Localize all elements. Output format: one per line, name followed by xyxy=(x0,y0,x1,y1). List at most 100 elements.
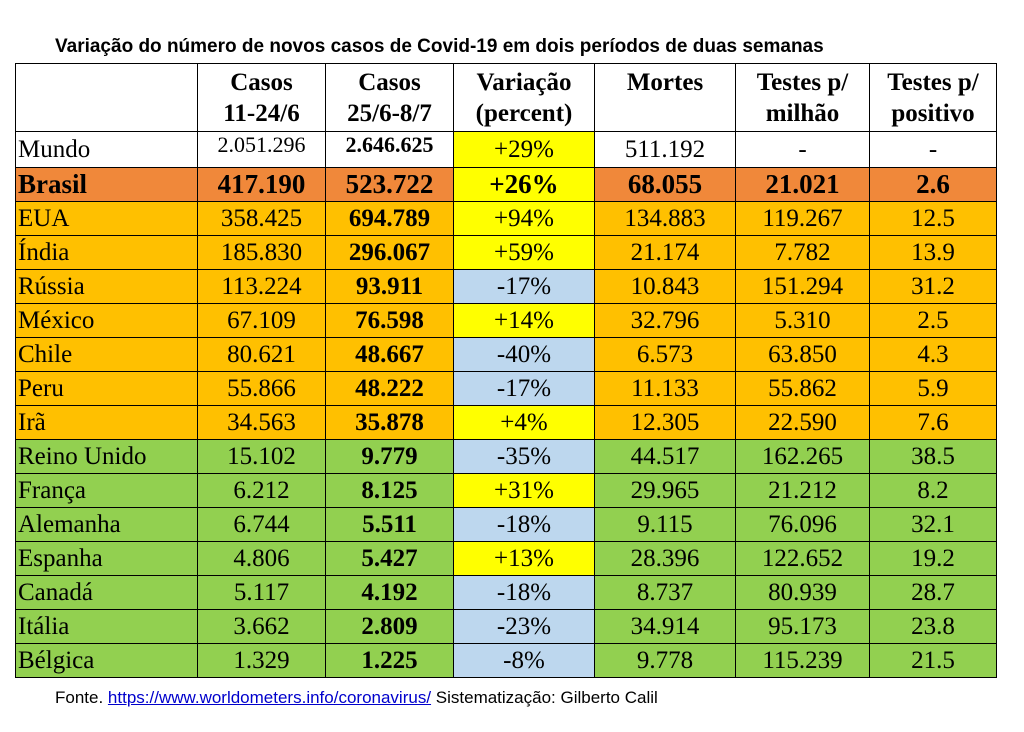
cell-tests-per-million: 162.265 xyxy=(735,439,870,474)
cell-tests-per-positive: 28.7 xyxy=(869,575,997,610)
cell-deaths: 134.883 xyxy=(594,201,736,236)
cell-tests-per-positive: 4.3 xyxy=(869,337,997,372)
cell-variation: -17% xyxy=(453,371,595,406)
table-row: EUA 358.425 694.789 +94% 134.883 119.267 12.5 xyxy=(15,201,997,236)
cell-variation: +26% xyxy=(453,167,595,202)
cell-tests-per-million: 115.239 xyxy=(735,643,870,678)
cell-deaths: 12.305 xyxy=(594,405,736,440)
table-row: México 67.109 76.598 +14% 32.796 5.310 2.5 xyxy=(15,303,997,338)
cell-cases-period-2: 4.192 xyxy=(325,575,454,610)
cell-cases-period-2: 5.511 xyxy=(325,507,454,542)
cell-deaths: 11.133 xyxy=(594,371,736,406)
table-row: Peru 55.866 48.222 -17% 11.133 55.862 5.9 xyxy=(15,371,997,406)
table-row: Itália 3.662 2.809 -23% 34.914 95.173 23.8 xyxy=(15,609,997,644)
table-title: Variação do número de novos casos de Cov… xyxy=(55,36,824,57)
cell-country: Brasil xyxy=(15,167,198,202)
header-deaths: Mortes xyxy=(594,63,736,132)
cell-tests-per-million: 76.096 xyxy=(735,507,870,542)
cell-tests-per-positive: 13.9 xyxy=(869,235,997,270)
cell-cases-period-1: 5.117 xyxy=(197,575,326,610)
table-row: Bélgica 1.329 1.225 -8% 9.778 115.239 21.5 xyxy=(15,643,997,678)
cell-cases-period-2: 8.125 xyxy=(325,473,454,508)
covid-table: Casos 11-24/6 Casos 25/6-8/7 Variação (perc… xyxy=(15,63,997,678)
cell-variation: -18% xyxy=(453,575,595,610)
cell-variation: -35% xyxy=(453,439,595,474)
cell-country: Chile xyxy=(15,337,198,372)
cell-tests-per-positive: 2.5 xyxy=(869,303,997,338)
cell-country: Peru xyxy=(15,371,198,406)
cell-deaths: 9.115 xyxy=(594,507,736,542)
cell-cases-period-1: 3.662 xyxy=(197,609,326,644)
cell-country: Índia xyxy=(15,235,198,270)
cell-cases-period-2: 694.789 xyxy=(325,201,454,236)
cell-country: Bélgica xyxy=(15,643,198,678)
table-row: Irã 34.563 35.878 +4% 12.305 22.590 7.6 xyxy=(15,405,997,440)
table-row: Rússia 113.224 93.911 -17% 10.843 151.294 31.2 xyxy=(15,269,997,304)
cell-deaths: 21.174 xyxy=(594,235,736,270)
source-prefix: Fonte. xyxy=(55,688,108,707)
cell-tests-per-positive: 12.5 xyxy=(869,201,997,236)
cell-deaths: 29.965 xyxy=(594,473,736,508)
header-row: Casos 11-24/6 Casos 25/6-8/7 Variação (perc… xyxy=(15,63,997,132)
cell-cases-period-1: 15.102 xyxy=(197,439,326,474)
cell-tests-per-million: 22.590 xyxy=(735,405,870,440)
cell-cases-period-2: 5.427 xyxy=(325,541,454,576)
source-link[interactable]: https://www.worldometers.info/coronaviru… xyxy=(107,688,432,707)
header-cases-period-1: Casos 11-24/6 xyxy=(197,63,326,132)
cell-tests-per-million: 95.173 xyxy=(735,609,870,644)
cell-cases-period-1: 185.830 xyxy=(197,235,326,270)
cell-variation: +29% xyxy=(453,131,595,168)
cell-variation: +31% xyxy=(453,473,595,508)
header-tests-per-positive: Testes p/positivo xyxy=(869,63,997,132)
cell-tests-per-positive: 21.5 xyxy=(869,643,997,678)
cell-tests-per-million: 63.850 xyxy=(735,337,870,372)
cell-tests-per-million: - xyxy=(735,131,870,168)
cell-cases-period-2: 2.809 xyxy=(325,609,454,644)
cell-tests-per-million: 21.021 xyxy=(735,167,870,202)
table-row: Mundo 2.051.296 2.646.625 +29% 511.192- - xyxy=(15,131,997,168)
cell-deaths: 28.396 xyxy=(594,541,736,576)
cell-cases-period-2: 35.878 xyxy=(325,405,454,440)
cell-cases-period-1: 113.224 xyxy=(197,269,326,304)
cell-cases-period-1: 417.190 xyxy=(197,167,326,202)
cell-tests-per-positive: 38.5 xyxy=(869,439,997,474)
cell-tests-per-million: 55.862 xyxy=(735,371,870,406)
cell-deaths: 8.737 xyxy=(594,575,736,610)
cell-variation: -18% xyxy=(453,507,595,542)
cell-deaths: 34.914 xyxy=(594,609,736,644)
cell-cases-period-1: 1.329 xyxy=(197,643,326,678)
source-note: Fonte. https://www.worldometers.info/cor… xyxy=(55,688,658,708)
header-tests-per-million: Testes p/milhão xyxy=(735,63,870,132)
cell-country: Reino Unido xyxy=(15,439,198,474)
table-body: Mundo 2.051.296 2.646.625 +29% 511.192- - Bras… xyxy=(15,131,997,678)
cell-cases-period-1: 6.744 xyxy=(197,507,326,542)
cell-cases-period-2: 9.779 xyxy=(325,439,454,474)
cell-deaths: 511.192 xyxy=(594,131,736,168)
cell-tests-per-positive: - xyxy=(869,131,997,168)
cell-tests-per-positive: 23.8 xyxy=(869,609,997,644)
cell-tests-per-positive: 32.1 xyxy=(869,507,997,542)
cell-cases-period-1: 34.563 xyxy=(197,405,326,440)
cell-tests-per-positive: 5.9 xyxy=(869,371,997,406)
cell-tests-per-positive: 2.6 xyxy=(869,167,997,202)
cell-country: Rússia xyxy=(15,269,198,304)
cell-country: Espanha xyxy=(15,541,198,576)
table-row: Reino Unido 15.102 9.779 -35% 44.517 162.265 3… xyxy=(15,439,997,474)
table-row: França 6.212 8.125 +31% 29.965 21.212 8.2 xyxy=(15,473,997,508)
cell-tests-per-positive: 19.2 xyxy=(869,541,997,576)
table-row: Canadá 5.117 4.192 -18% 8.737 80.939 28.7 xyxy=(15,575,997,610)
cell-cases-period-2: 523.722 xyxy=(325,167,454,202)
cell-tests-per-million: 5.310 xyxy=(735,303,870,338)
cell-variation: +59% xyxy=(453,235,595,270)
table-row: Índia 185.830 296.067 +59% 21.174 7.782 13.9 xyxy=(15,235,997,270)
cell-tests-per-million: 151.294 xyxy=(735,269,870,304)
cell-variation: +4% xyxy=(453,405,595,440)
header-cases-period-2: Casos 25/6-8/7 xyxy=(325,63,454,132)
cell-cases-period-2: 93.911 xyxy=(325,269,454,304)
cell-tests-per-million: 119.267 xyxy=(735,201,870,236)
cell-tests-per-million: 80.939 xyxy=(735,575,870,610)
cell-deaths: 32.796 xyxy=(594,303,736,338)
cell-variation: -23% xyxy=(453,609,595,644)
cell-cases-period-1: 2.051.296 xyxy=(197,131,326,168)
table-row: Alemanha 6.744 5.511 -18% 9.115 76.096 32.1 xyxy=(15,507,997,542)
